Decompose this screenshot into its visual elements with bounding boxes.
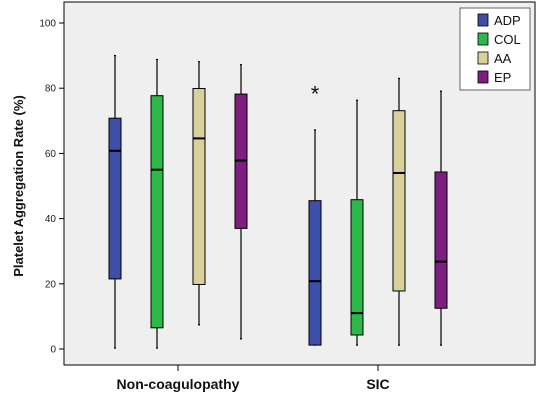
outlier-marker: *	[311, 82, 320, 107]
legend-swatch-aa	[477, 51, 489, 65]
y-tick-label: 60	[45, 149, 57, 160]
legend: ADP COL AA EP	[459, 7, 531, 91]
box-col-0	[150, 58, 164, 349]
box-ep-0	[234, 64, 248, 340]
y-tick-label: 40	[45, 214, 57, 225]
legend-swatch-ep	[477, 70, 489, 84]
y-tick-label: 20	[45, 279, 57, 290]
box-body	[192, 88, 206, 285]
box-body	[150, 95, 164, 329]
box-ep-1	[434, 90, 448, 346]
box-body	[392, 110, 406, 292]
box-body	[308, 200, 322, 346]
y-tick-label: 80	[45, 84, 57, 95]
y-axis-label: Platelet Aggregation Rate (%)	[11, 95, 26, 277]
box-aa-0	[192, 61, 206, 326]
y-ticks: 0 20 40 60 80 100	[39, 19, 64, 356]
legend-label-aa: AA	[494, 51, 512, 66]
box-aa-1	[392, 77, 406, 346]
box-col-1	[350, 99, 364, 346]
legend-label-ep: EP	[494, 70, 511, 85]
legend-label-adp: ADP	[494, 13, 521, 28]
box-adp-1: *	[308, 82, 322, 346]
legend-box	[459, 7, 531, 91]
box-body	[350, 199, 364, 336]
box-body	[108, 117, 122, 280]
box-adp-0	[108, 54, 122, 349]
y-tick-label: 0	[50, 345, 56, 356]
boxes: *	[108, 54, 448, 349]
y-tick-label: 100	[39, 19, 56, 30]
legend-label-col: COL	[494, 32, 521, 47]
plot-background	[63, 1, 536, 366]
box-body	[434, 171, 448, 309]
legend-swatch-col	[477, 32, 489, 46]
category-label: Non-coagulopathy	[117, 376, 240, 392]
category-labels: Non-coagulopathy SIC	[117, 365, 390, 392]
legend-swatch-adp	[477, 13, 489, 27]
category-label: SIC	[366, 376, 389, 392]
